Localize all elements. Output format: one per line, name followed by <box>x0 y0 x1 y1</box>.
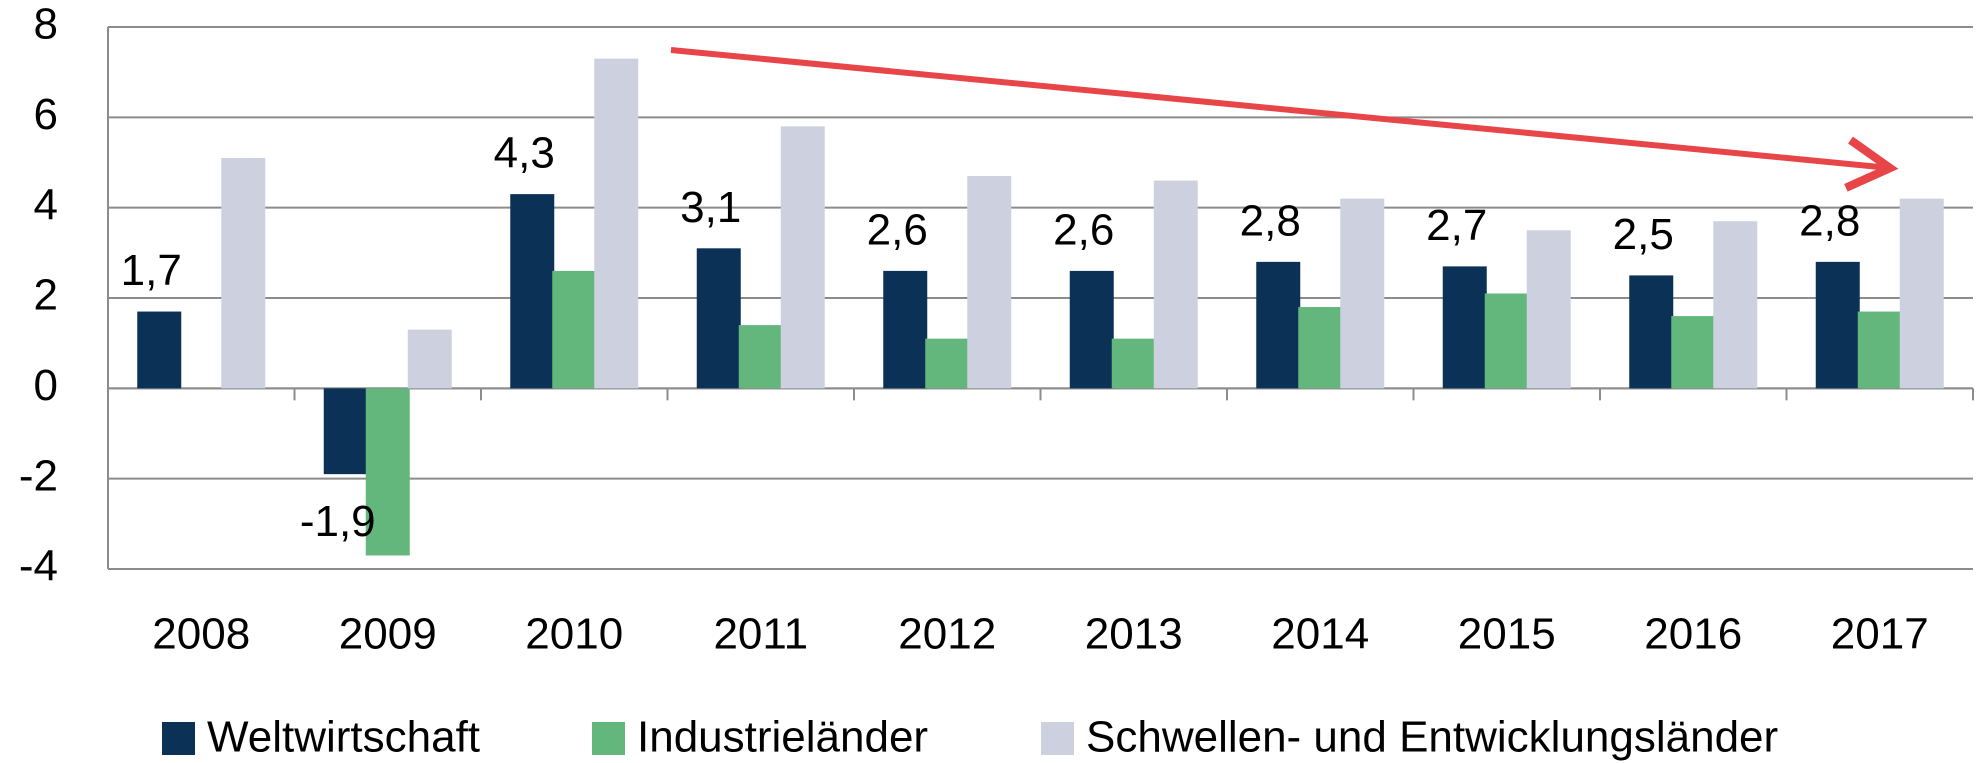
bar <box>137 311 182 389</box>
bar <box>1442 266 1487 389</box>
bar <box>1815 261 1860 389</box>
bar <box>594 58 639 389</box>
x-tick-label: 2014 <box>1271 610 1369 659</box>
bar <box>738 325 783 389</box>
bar <box>696 248 741 389</box>
legend-label: Industrieländer <box>637 713 928 762</box>
bar <box>925 338 970 389</box>
bar <box>365 388 410 556</box>
y-tick-label: 2 <box>34 271 58 320</box>
bar <box>1899 198 1944 389</box>
bar <box>1256 261 1301 389</box>
data-label: 3,1 <box>680 183 741 232</box>
data-label: 2,6 <box>1053 206 1114 255</box>
legend-swatch <box>1041 722 1074 755</box>
trend-arrow <box>670 47 1899 192</box>
data-label: 2,5 <box>1613 210 1674 259</box>
bar <box>1671 316 1716 389</box>
legend-swatch <box>592 722 625 755</box>
x-tick-label: 2013 <box>1085 610 1183 659</box>
data-label: 1,7 <box>121 246 182 295</box>
bar <box>883 270 928 389</box>
x-tick-label: 2011 <box>713 610 808 659</box>
bar <box>1857 311 1902 389</box>
x-tick-label: 2012 <box>898 610 996 659</box>
data-label: -1,9 <box>300 497 376 546</box>
bar <box>1298 307 1343 389</box>
bar <box>1526 230 1571 389</box>
y-tick-label: -4 <box>19 542 58 591</box>
x-tick-label: 2009 <box>339 610 437 659</box>
bar <box>510 194 555 389</box>
y-tick-label: 0 <box>34 361 58 410</box>
bar <box>1713 221 1758 389</box>
y-tick-label: 8 <box>34 0 58 49</box>
bar <box>407 329 452 389</box>
bar <box>552 270 597 389</box>
legend-swatch <box>162 722 195 755</box>
y-tick-label: -2 <box>19 451 58 500</box>
bar <box>1629 275 1674 389</box>
legend-label: Schwellen- und Entwicklungsländer <box>1086 713 1778 762</box>
data-label: 2,8 <box>1240 196 1301 245</box>
bar <box>780 126 825 389</box>
bar <box>1340 198 1385 389</box>
x-tick-label: 2010 <box>525 610 623 659</box>
y-tick-label: 6 <box>34 90 58 139</box>
bar <box>221 157 266 389</box>
bar <box>1153 180 1198 389</box>
data-label: 4,3 <box>494 129 555 178</box>
bar <box>1111 338 1156 389</box>
data-label: 2,8 <box>1799 196 1860 245</box>
bars <box>137 58 1944 556</box>
bar <box>1484 293 1529 389</box>
legend-label: Weltwirtschaft <box>207 713 480 762</box>
bar <box>323 388 368 475</box>
x-tick-label: 2015 <box>1458 610 1556 659</box>
data-label: 2,7 <box>1426 201 1487 250</box>
bar <box>1069 270 1114 389</box>
y-tick-label: 4 <box>34 180 58 229</box>
x-tick-label: 2016 <box>1644 610 1742 659</box>
x-tick-label: 2017 <box>1831 610 1929 659</box>
bar <box>967 176 1012 389</box>
x-tick-label: 2008 <box>152 610 250 659</box>
data-label: 2,6 <box>867 206 928 255</box>
